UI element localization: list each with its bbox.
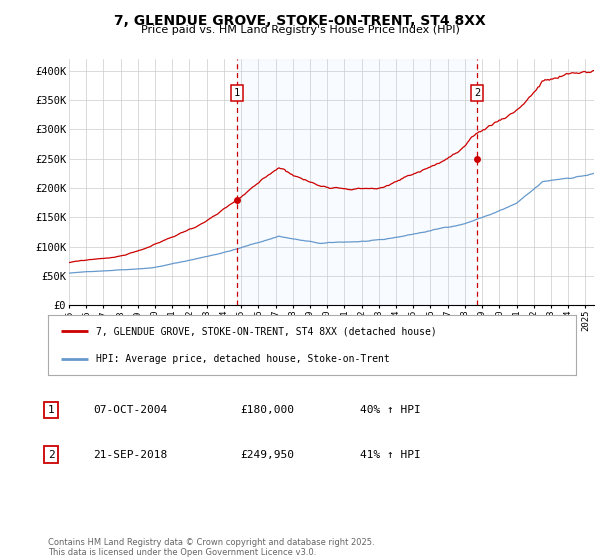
- Text: 41% ↑ HPI: 41% ↑ HPI: [360, 450, 421, 460]
- Text: 2: 2: [474, 88, 481, 99]
- Text: 21-SEP-2018: 21-SEP-2018: [93, 450, 167, 460]
- Text: 07-OCT-2004: 07-OCT-2004: [93, 405, 167, 415]
- Text: £180,000: £180,000: [240, 405, 294, 415]
- Text: £249,950: £249,950: [240, 450, 294, 460]
- Text: 1: 1: [47, 405, 55, 415]
- Text: 7, GLENDUE GROVE, STOKE-ON-TRENT, ST4 8XX: 7, GLENDUE GROVE, STOKE-ON-TRENT, ST4 8X…: [114, 14, 486, 28]
- Text: 1: 1: [234, 88, 240, 99]
- Text: Price paid vs. HM Land Registry's House Price Index (HPI): Price paid vs. HM Land Registry's House …: [140, 25, 460, 35]
- Text: Contains HM Land Registry data © Crown copyright and database right 2025.
This d: Contains HM Land Registry data © Crown c…: [48, 538, 374, 557]
- Bar: [237, 59, 477, 305]
- Text: 7, GLENDUE GROVE, STOKE-ON-TRENT, ST4 8XX (detached house): 7, GLENDUE GROVE, STOKE-ON-TRENT, ST4 8X…: [95, 326, 436, 336]
- Text: HPI: Average price, detached house, Stoke-on-Trent: HPI: Average price, detached house, Stok…: [95, 354, 389, 364]
- Text: 40% ↑ HPI: 40% ↑ HPI: [360, 405, 421, 415]
- Text: 2: 2: [47, 450, 55, 460]
